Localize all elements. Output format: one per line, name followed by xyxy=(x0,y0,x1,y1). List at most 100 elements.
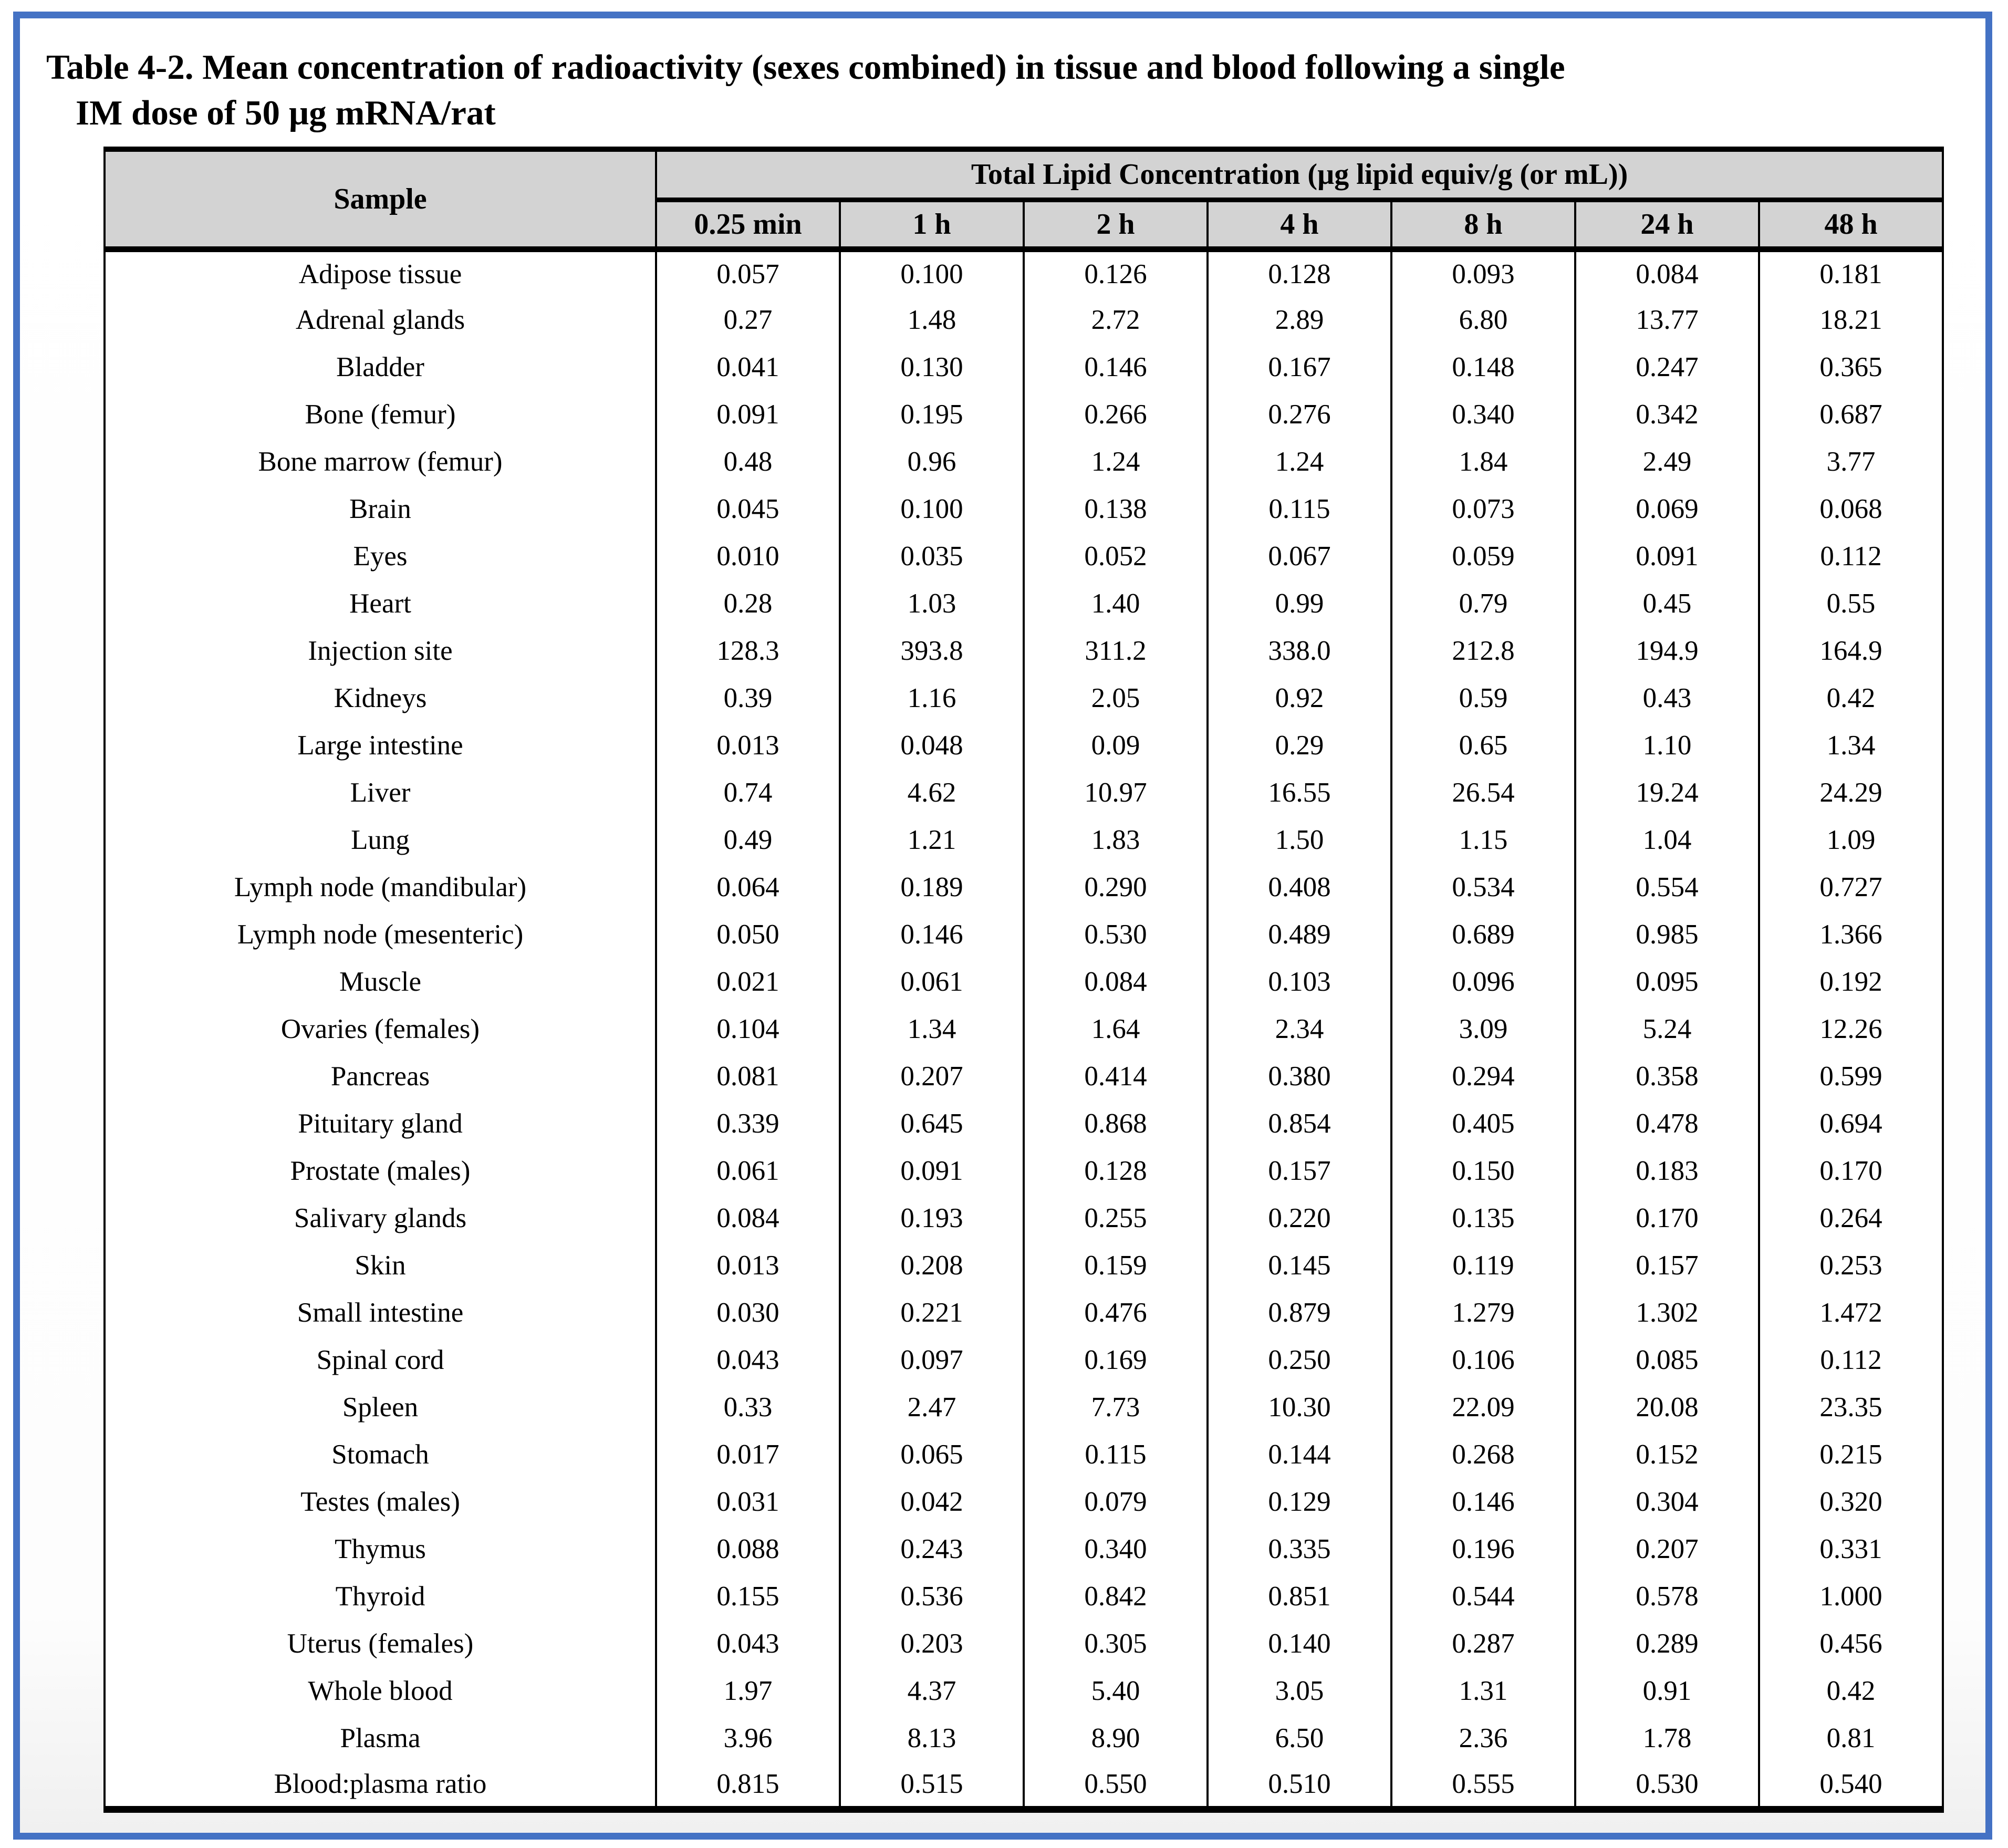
value-cell: 0.79 xyxy=(1390,580,1576,628)
value-cell: 0.414 xyxy=(1023,1053,1209,1101)
value-cell: 0.39 xyxy=(655,674,841,722)
value-cell: 0.088 xyxy=(655,1525,841,1573)
value-cell: 8.13 xyxy=(839,1715,1025,1762)
table-row: Small intestine 0.030 0.221 0.476 0.879 … xyxy=(103,1289,1944,1337)
column-header-time: 48 h xyxy=(1757,200,1944,252)
table-row: Salivary glands 0.084 0.193 0.255 0.220 … xyxy=(103,1195,1944,1242)
value-cell: 0.048 xyxy=(839,722,1025,770)
value-cell: 0.041 xyxy=(655,344,841,391)
value-cell: 1.83 xyxy=(1023,816,1209,864)
value-cell: 0.266 xyxy=(1023,391,1209,439)
value-cell: 0.126 xyxy=(1023,249,1209,297)
value-cell: 0.340 xyxy=(1390,391,1576,439)
value-cell: 0.65 xyxy=(1390,722,1576,770)
value-cell: 3.05 xyxy=(1206,1667,1392,1715)
sample-cell: Skin xyxy=(103,1242,657,1290)
sample-cell: Thyroid xyxy=(103,1573,657,1621)
sample-cell: Spinal cord xyxy=(103,1336,657,1384)
value-cell: 0.815 xyxy=(655,1762,841,1810)
value-cell: 0.010 xyxy=(655,533,841,580)
value-cell: 0.985 xyxy=(1574,911,1760,959)
column-header-time: 0.25 min xyxy=(655,200,841,252)
value-cell: 0.530 xyxy=(1023,911,1209,959)
value-cell: 1.24 xyxy=(1206,438,1392,486)
value-cell: 0.42 xyxy=(1757,674,1944,722)
value-cell: 0.478 xyxy=(1574,1100,1760,1148)
value-cell: 0.152 xyxy=(1574,1431,1760,1479)
value-cell: 1.31 xyxy=(1390,1667,1576,1715)
table-row: Heart 0.28 1.03 1.40 0.99 0.79 0.45 0.55 xyxy=(103,580,1944,628)
value-cell: 2.47 xyxy=(839,1384,1025,1431)
value-cell: 0.510 xyxy=(1206,1762,1392,1810)
value-cell: 2.72 xyxy=(1023,296,1209,344)
value-cell: 0.29 xyxy=(1206,722,1392,770)
value-cell: 3.09 xyxy=(1390,1005,1576,1053)
value-cell: 311.2 xyxy=(1023,627,1209,675)
value-cell: 1.279 xyxy=(1390,1289,1576,1337)
value-cell: 0.193 xyxy=(839,1195,1025,1242)
sample-cell: Kidneys xyxy=(103,674,657,722)
value-cell: 0.155 xyxy=(655,1573,841,1621)
sample-cell: Large intestine xyxy=(103,722,657,770)
value-cell: 0.112 xyxy=(1757,533,1944,580)
value-cell: 0.851 xyxy=(1206,1573,1392,1621)
value-cell: 0.264 xyxy=(1757,1195,1944,1242)
table-row: Plasma 3.96 8.13 8.90 6.50 2.36 1.78 0.8… xyxy=(103,1715,1944,1762)
value-cell: 0.084 xyxy=(1023,958,1209,1006)
sample-cell: Bladder xyxy=(103,344,657,391)
value-cell: 0.119 xyxy=(1390,1242,1576,1290)
sample-cell: Liver xyxy=(103,769,657,817)
sample-cell: Testes (males) xyxy=(103,1478,657,1526)
value-cell: 1.000 xyxy=(1757,1573,1944,1621)
value-cell: 0.28 xyxy=(655,580,841,628)
value-cell: 0.061 xyxy=(839,958,1025,1006)
value-cell: 0.035 xyxy=(839,533,1025,580)
value-cell: 0.536 xyxy=(839,1573,1025,1621)
table-row: Injection site 128.3 393.8 311.2 338.0 2… xyxy=(103,627,1944,675)
value-cell: 128.3 xyxy=(655,627,841,675)
value-cell: 0.599 xyxy=(1757,1053,1944,1101)
sample-cell: Heart xyxy=(103,580,657,628)
sample-cell: Eyes xyxy=(103,533,657,580)
value-cell: 0.91 xyxy=(1574,1667,1760,1715)
value-cell: 2.05 xyxy=(1023,674,1209,722)
page-title-line2: IM dose of 50 µg mRNA/rat xyxy=(76,94,496,133)
value-cell: 0.052 xyxy=(1023,533,1209,580)
value-cell: 0.335 xyxy=(1206,1525,1392,1573)
sample-cell: Prostate (males) xyxy=(103,1147,657,1195)
value-cell: 4.37 xyxy=(839,1667,1025,1715)
value-cell: 0.544 xyxy=(1390,1573,1576,1621)
value-cell: 1.09 xyxy=(1757,816,1944,864)
value-cell: 7.73 xyxy=(1023,1384,1209,1431)
value-cell: 0.340 xyxy=(1023,1525,1209,1573)
table-row: Adrenal glands 0.27 1.48 2.72 2.89 6.80 … xyxy=(103,296,1944,344)
value-cell: 12.26 xyxy=(1757,1005,1944,1053)
value-cell: 0.842 xyxy=(1023,1573,1209,1621)
value-cell: 0.181 xyxy=(1757,249,1944,297)
value-cell: 0.578 xyxy=(1574,1573,1760,1621)
value-cell: 0.170 xyxy=(1757,1147,1944,1195)
value-cell: 1.50 xyxy=(1206,816,1392,864)
value-cell: 0.530 xyxy=(1574,1762,1760,1810)
value-cell: 0.456 xyxy=(1757,1620,1944,1668)
value-cell: 0.854 xyxy=(1206,1100,1392,1148)
sample-cell: Brain xyxy=(103,485,657,533)
sample-cell: Whole blood xyxy=(103,1667,657,1715)
value-cell: 0.365 xyxy=(1757,344,1944,391)
value-cell: 0.96 xyxy=(839,438,1025,486)
value-cell: 0.079 xyxy=(1023,1478,1209,1526)
table-row: Bone marrow (femur) 0.48 0.96 1.24 1.24 … xyxy=(103,438,1944,486)
column-header-time: 1 h xyxy=(839,200,1025,252)
value-cell: 23.35 xyxy=(1757,1384,1944,1431)
value-cell: 0.192 xyxy=(1757,958,1944,1006)
table-row: Testes (males) 0.031 0.042 0.079 0.129 0… xyxy=(103,1478,1944,1526)
value-cell: 20.08 xyxy=(1574,1384,1760,1431)
value-cell: 16.55 xyxy=(1206,769,1392,817)
value-cell: 1.48 xyxy=(839,296,1025,344)
value-cell: 0.091 xyxy=(1574,533,1760,580)
sample-cell: Adipose tissue xyxy=(103,249,657,297)
value-cell: 0.48 xyxy=(655,438,841,486)
value-cell: 0.215 xyxy=(1757,1431,1944,1479)
value-cell: 0.550 xyxy=(1023,1762,1209,1810)
